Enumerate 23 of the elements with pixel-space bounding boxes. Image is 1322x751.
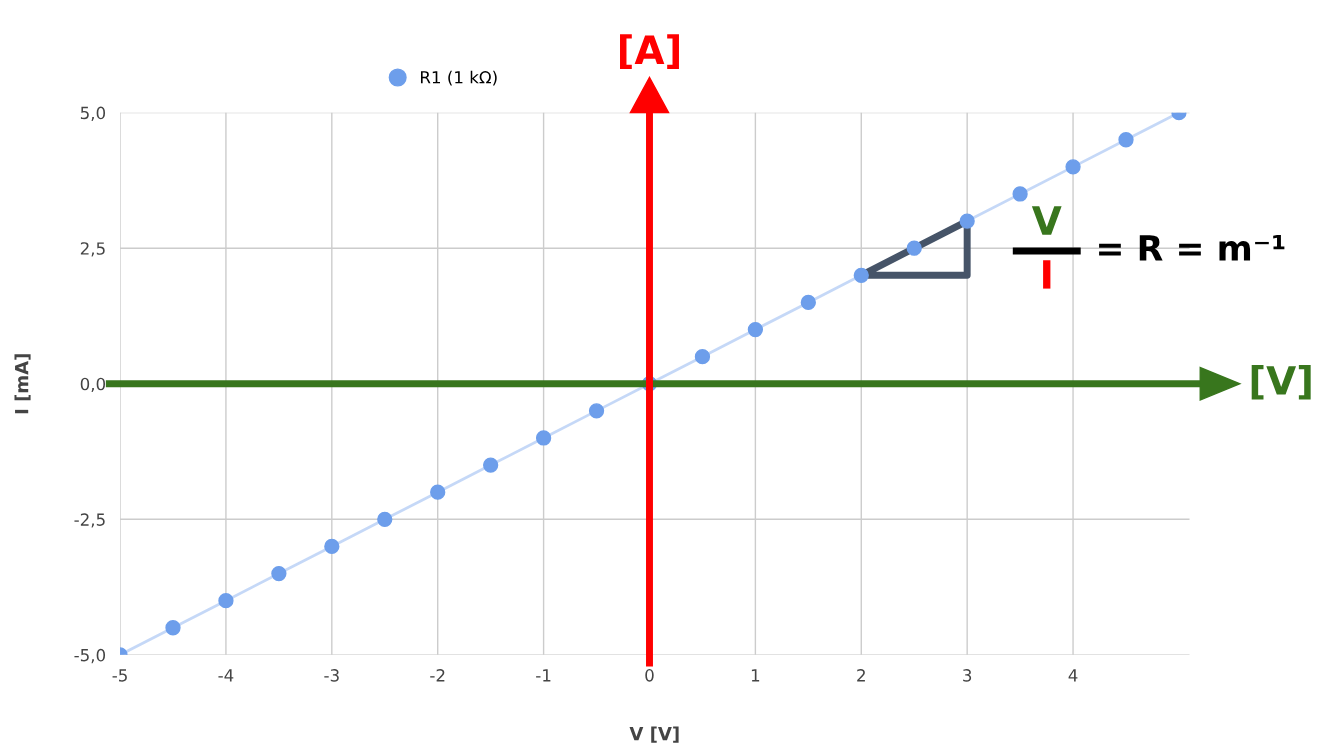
x-tick-label: 3 <box>963 669 972 682</box>
y-tick-label: -2,5 <box>74 513 105 528</box>
x-tick-label: -3 <box>324 669 339 682</box>
annotation: I <box>1043 260 1051 289</box>
x-tick-label: -1 <box>536 669 551 682</box>
x-tick-label: 2 <box>857 669 865 682</box>
annotation: V <box>1031 206 1062 235</box>
x-axis-title: V [V] <box>629 726 679 743</box>
x-tick-label: -2 <box>430 669 445 682</box>
y-tick-label: 5,0 <box>80 106 106 121</box>
x-tick-label: -5 <box>112 669 127 682</box>
x-tick-label: 0 <box>645 669 654 682</box>
ref-line-label: [A] <box>620 34 679 70</box>
y-tick-label: 0,0 <box>80 377 106 393</box>
x-tick-label: 4 <box>1068 669 1078 682</box>
legend-label: R1 (1 kΩ) <box>420 70 497 86</box>
ref-line-label: [V] <box>1251 364 1311 400</box>
annotation: = R = m⁻¹ <box>1099 235 1285 261</box>
y-tick-label: 2,5 <box>80 242 105 257</box>
x-tick-label: -4 <box>218 669 234 682</box>
y-axis-title: I [mA] <box>14 354 31 414</box>
x-tick-label: 1 <box>751 669 760 682</box>
y-tick-label: -5,0 <box>74 648 106 664</box>
